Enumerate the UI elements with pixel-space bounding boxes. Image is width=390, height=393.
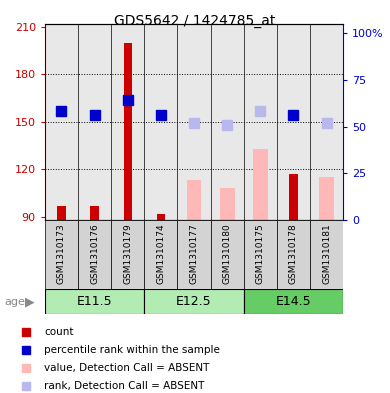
Text: percentile rank within the sample: percentile rank within the sample (44, 345, 220, 355)
Bar (124, 42, 132, 220)
Text: GSM1310178: GSM1310178 (289, 224, 298, 284)
Bar (177, 24, 211, 220)
Bar (111, 24, 144, 220)
Bar (186, 180, 202, 220)
Bar (78, 24, 111, 220)
Bar (111, 220, 144, 289)
Bar (211, 220, 244, 289)
Bar (319, 177, 334, 220)
Bar (177, 220, 211, 289)
Bar (244, 24, 277, 220)
Bar (289, 174, 298, 220)
Bar (144, 289, 244, 314)
Text: GSM1310176: GSM1310176 (90, 224, 99, 284)
Bar (244, 220, 277, 289)
Bar (78, 220, 111, 289)
Text: GSM1310174: GSM1310174 (156, 224, 165, 284)
Text: GSM1310179: GSM1310179 (123, 224, 132, 284)
Bar (144, 220, 177, 289)
Text: E11.5: E11.5 (77, 295, 112, 308)
Bar (45, 220, 78, 289)
Bar (90, 206, 99, 220)
Bar (277, 24, 310, 220)
Text: GSM1310180: GSM1310180 (223, 224, 232, 284)
Text: E12.5: E12.5 (176, 295, 212, 308)
Text: GSM1310173: GSM1310173 (57, 224, 66, 284)
Text: rank, Detection Call = ABSENT: rank, Detection Call = ABSENT (44, 380, 205, 391)
Bar (310, 24, 343, 220)
Bar (57, 206, 66, 220)
Bar (45, 24, 78, 220)
Text: GSM1310181: GSM1310181 (322, 224, 331, 284)
Bar (244, 289, 343, 314)
Bar (144, 24, 177, 220)
Text: ▶: ▶ (25, 295, 35, 308)
Text: E14.5: E14.5 (276, 295, 311, 308)
Bar (220, 188, 235, 220)
Bar (45, 289, 144, 314)
Bar (277, 220, 310, 289)
Bar (253, 149, 268, 220)
Bar (211, 24, 244, 220)
Text: GSM1310175: GSM1310175 (256, 224, 265, 284)
Text: age: age (4, 297, 25, 307)
Text: count: count (44, 327, 74, 338)
Text: value, Detection Call = ABSENT: value, Detection Call = ABSENT (44, 363, 210, 373)
Text: GSM1310177: GSM1310177 (190, 224, 199, 284)
Bar (310, 220, 343, 289)
Text: GDS5642 / 1424785_at: GDS5642 / 1424785_at (114, 14, 276, 28)
Bar (157, 214, 165, 220)
